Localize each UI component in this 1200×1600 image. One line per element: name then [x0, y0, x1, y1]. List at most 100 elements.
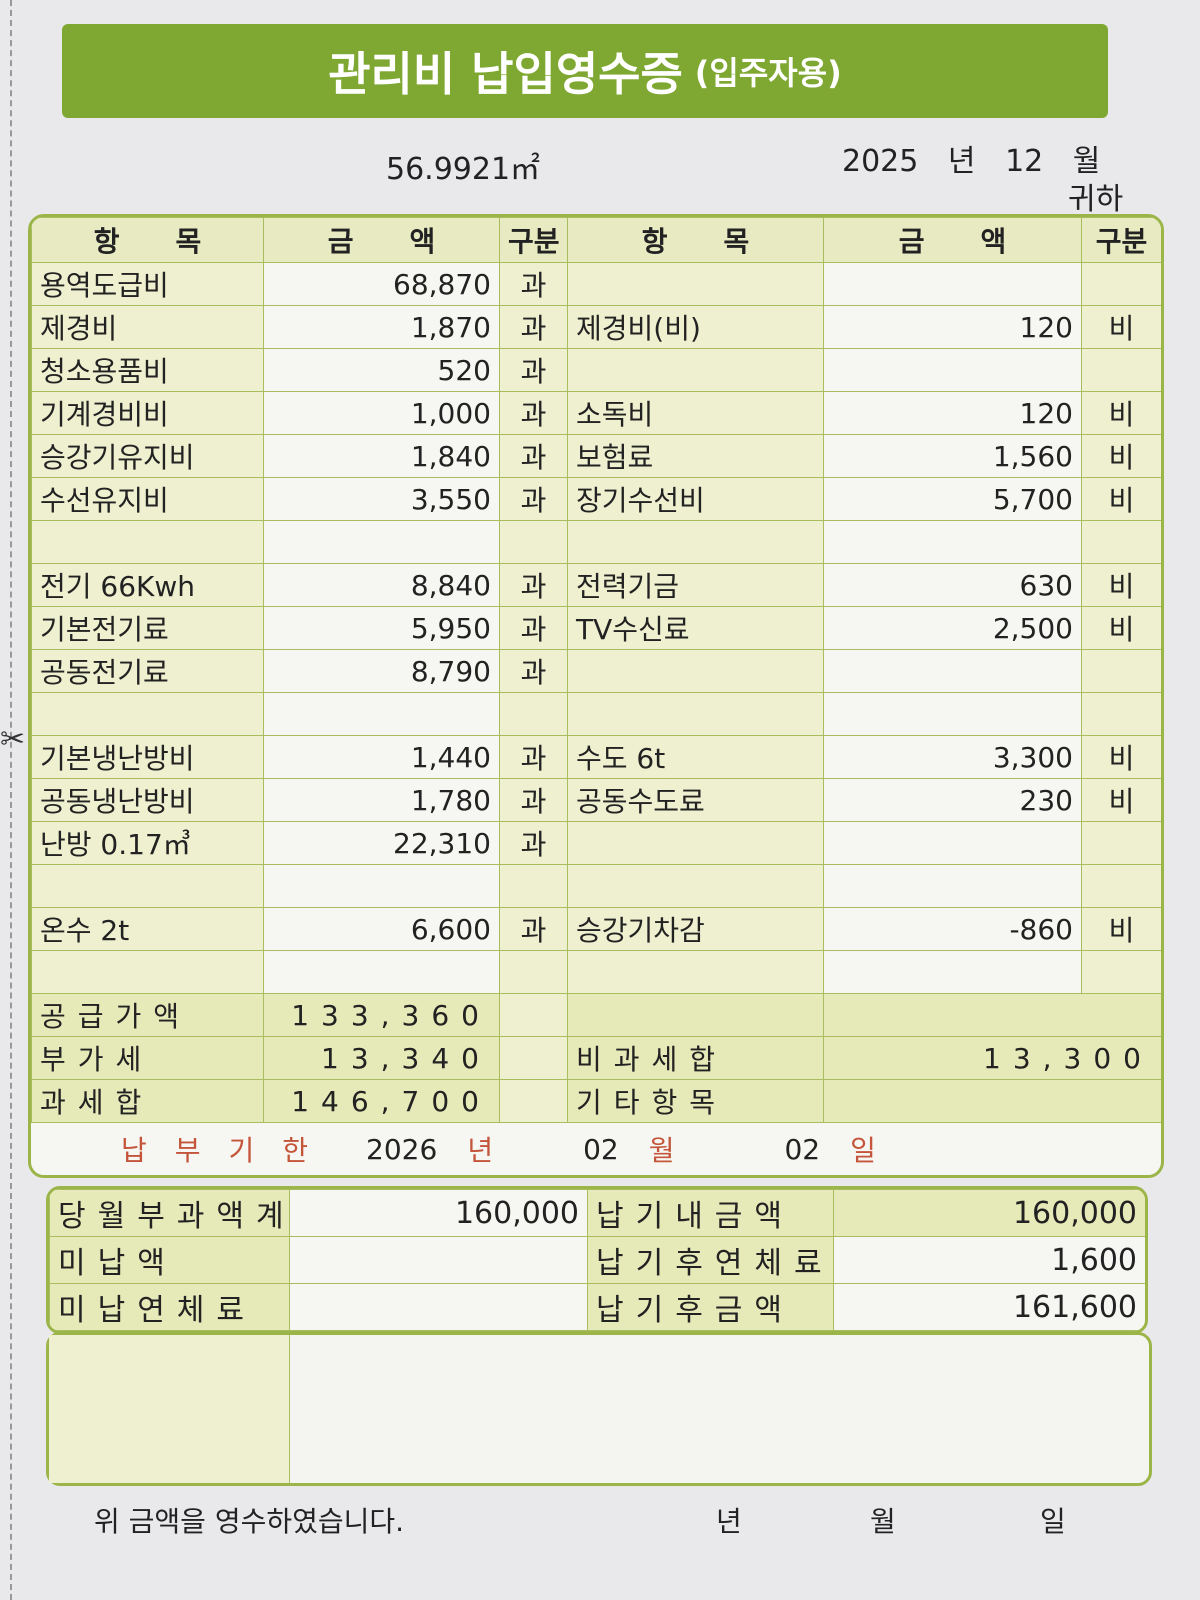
due-month: 02	[583, 1132, 619, 1166]
item-amount: 120	[823, 391, 1082, 435]
item-name	[567, 950, 824, 994]
table-row: 용역도급비 68,870 과	[31, 262, 1161, 306]
item-name: 용역도급비	[31, 262, 264, 306]
table-row: 수선유지비 3,550 과 장기수선비 5,700 비	[31, 477, 1161, 521]
summary-row: 과세합 146,700 기타항목	[31, 1079, 1161, 1123]
table-row: 제경비 1,870 과 제경비(비) 120 비	[31, 305, 1161, 349]
totals-value	[289, 1283, 588, 1331]
item-amount: 1,870	[263, 305, 500, 349]
item-type: 비	[1081, 434, 1161, 478]
item-name	[567, 864, 824, 908]
summary-value	[499, 993, 568, 1037]
cut-line	[10, 0, 12, 1600]
due-date-row: 납부기한 2026 년 02 월 02 일	[31, 1123, 1161, 1175]
item-amount	[823, 950, 1082, 994]
item-name: 청소용품비	[31, 348, 264, 392]
item-name: 기본전기료	[31, 606, 264, 650]
item-amount: 120	[823, 305, 1082, 349]
item-amount	[263, 950, 500, 994]
summary-label: 부가세	[31, 1036, 264, 1080]
item-type: 과	[499, 434, 568, 478]
item-type	[1081, 864, 1161, 908]
summary-value: 146,700	[263, 1079, 500, 1123]
item-name	[31, 520, 264, 564]
item-type	[1081, 692, 1161, 736]
item-type: 비	[1081, 778, 1161, 822]
area: 56.9921㎡	[386, 152, 541, 187]
item-type: 과	[499, 606, 568, 650]
item-name	[31, 950, 264, 994]
item-type	[499, 520, 568, 564]
item-type: 비	[1081, 391, 1161, 435]
totals-value: 161,600	[833, 1283, 1145, 1331]
receipt-subtitle: (입주자용)	[694, 54, 842, 92]
item-type: 과	[499, 735, 568, 779]
period-year: 2025	[842, 144, 919, 179]
item-name: TV수신료	[567, 606, 824, 650]
item-amount	[263, 520, 500, 564]
totals-row: 미납연체료 납기후금액 161,600	[49, 1283, 1145, 1331]
item-amount: 3,300	[823, 735, 1082, 779]
item-type: 비	[1081, 477, 1161, 521]
summary-value	[499, 1079, 568, 1123]
recipient-suffix: 귀하	[1068, 182, 1124, 217]
item-type: 과	[499, 907, 568, 951]
item-type	[1081, 348, 1161, 392]
item-type: 과	[499, 348, 568, 392]
item-type	[499, 864, 568, 908]
item-type	[1081, 520, 1161, 564]
item-amount: 1,440	[263, 735, 500, 779]
footer-month: 월	[870, 1505, 896, 1538]
item-name: 온수 2t	[31, 907, 264, 951]
summary-row: 공급가액 133,360	[31, 993, 1161, 1037]
item-amount: 1,560	[823, 434, 1082, 478]
item-type: 과	[499, 563, 568, 607]
item-name: 수선유지비	[31, 477, 264, 521]
summary-value: 133,360	[263, 993, 500, 1037]
totals-label: 납기후연체료	[587, 1236, 834, 1284]
item-amount: 1,780	[263, 778, 500, 822]
item-type: 과	[499, 778, 568, 822]
item-amount	[823, 864, 1082, 908]
item-name: 소독비	[567, 391, 824, 435]
column-header: 구분	[499, 217, 568, 263]
memo-box	[46, 1332, 1152, 1486]
due-month-unit: 월	[648, 1134, 675, 1167]
item-name: 공동전기료	[31, 649, 264, 693]
summary-label	[567, 993, 824, 1037]
item-amount	[263, 864, 500, 908]
summary-label: 비과세합	[567, 1036, 824, 1080]
due-day-unit: 일	[850, 1134, 876, 1167]
item-type: 비	[1081, 907, 1161, 951]
item-name	[567, 262, 824, 306]
table-row: 공동냉난방비 1,780 과 공동수도료 230 비	[31, 778, 1161, 822]
table-row: 승강기유지비 1,840 과 보험료 1,560 비	[31, 434, 1161, 478]
item-amount: 630	[823, 563, 1082, 607]
column-header: 항 목	[567, 217, 824, 263]
item-name: 전기 66Kwh	[31, 563, 264, 607]
summary-value	[499, 1036, 568, 1080]
item-name: 제경비	[31, 305, 264, 349]
totals-label: 당월부과액계	[49, 1189, 290, 1237]
table-row	[31, 864, 1161, 908]
due-year-unit: 년	[467, 1134, 494, 1167]
item-amount	[263, 692, 500, 736]
item-amount: 1,000	[263, 391, 500, 435]
period-month-unit: 월	[1072, 144, 1101, 179]
table-row: 온수 2t 6,600 과 승강기차감 -860 비	[31, 907, 1161, 951]
receipt-title: 관리비 납입영수증	[328, 47, 683, 101]
item-name	[31, 692, 264, 736]
item-name	[31, 864, 264, 908]
item-amount: 6,600	[263, 907, 500, 951]
totals-label: 납기후금액	[587, 1283, 834, 1331]
summary-value: 13,340	[263, 1036, 500, 1080]
due-day: 02	[784, 1132, 821, 1166]
period-year-unit: 년	[947, 144, 976, 179]
receipt-confirmation: 위 금액을 영수하였습니다.	[94, 1505, 405, 1538]
column-header: 항 목	[31, 217, 264, 263]
item-amount: -860	[823, 907, 1082, 951]
footer-year: 년	[716, 1505, 742, 1538]
item-amount	[823, 520, 1082, 564]
totals-label: 미납연체료	[49, 1283, 290, 1331]
